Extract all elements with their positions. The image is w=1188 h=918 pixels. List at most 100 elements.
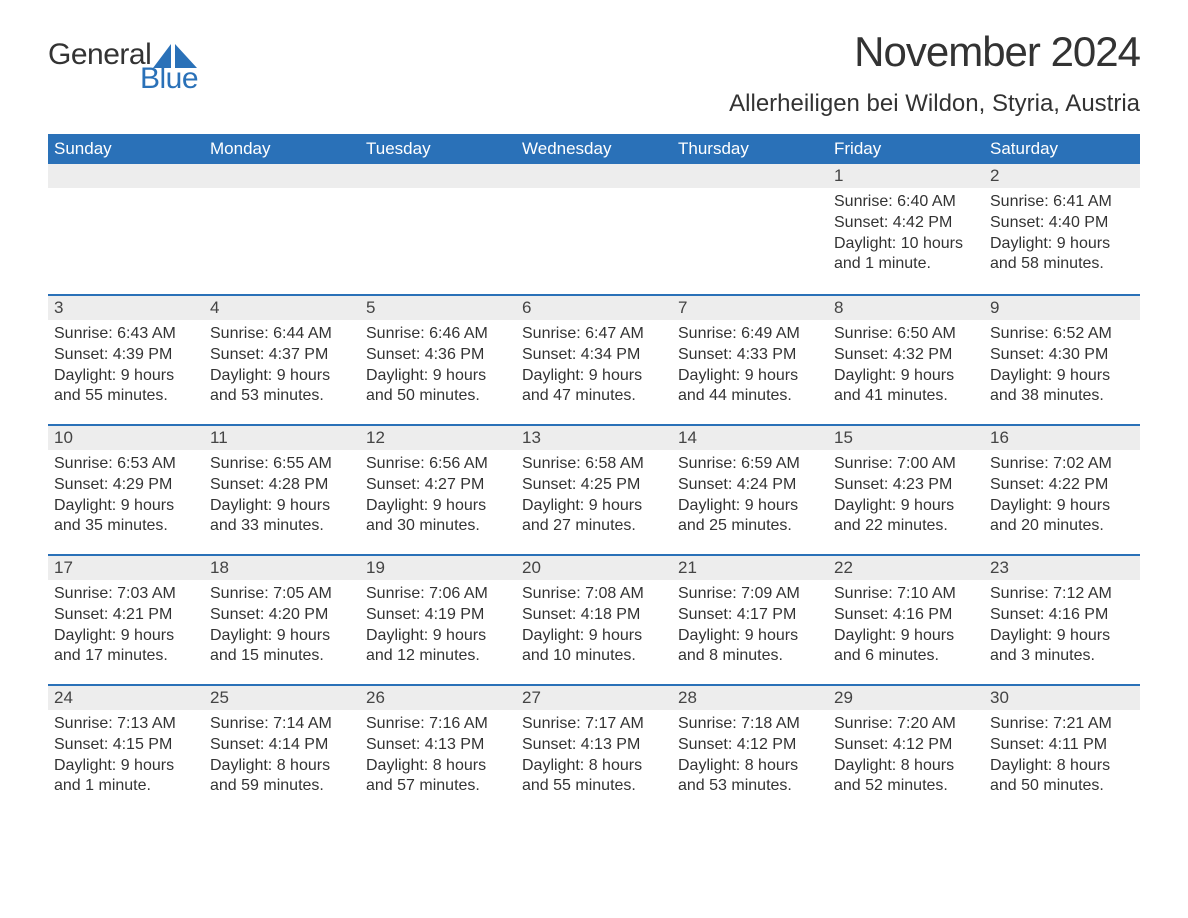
sunrise-text: Sunrise: 6:40 AM <box>834 192 978 213</box>
empty-day-bar <box>204 164 360 188</box>
week-row: 1Sunrise: 6:40 AMSunset: 4:42 PMDaylight… <box>48 164 1140 294</box>
daylight-text: Daylight: 9 hours and 20 minutes. <box>990 496 1134 538</box>
day-body: Sunrise: 7:08 AMSunset: 4:18 PMDaylight:… <box>516 580 672 673</box>
daylight-text: Daylight: 10 hours and 1 minute. <box>834 234 978 276</box>
sunset-text: Sunset: 4:15 PM <box>54 735 198 756</box>
day-body: Sunrise: 6:49 AMSunset: 4:33 PMDaylight:… <box>672 320 828 413</box>
sunrise-text: Sunrise: 7:16 AM <box>366 714 510 735</box>
day-number: 17 <box>48 554 204 580</box>
day-cell: 10Sunrise: 6:53 AMSunset: 4:29 PMDayligh… <box>48 424 204 554</box>
sunrise-text: Sunrise: 7:18 AM <box>678 714 822 735</box>
day-number: 16 <box>984 424 1140 450</box>
day-body: Sunrise: 6:56 AMSunset: 4:27 PMDaylight:… <box>360 450 516 543</box>
day-body: Sunrise: 7:03 AMSunset: 4:21 PMDaylight:… <box>48 580 204 673</box>
day-body: Sunrise: 7:06 AMSunset: 4:19 PMDaylight:… <box>360 580 516 673</box>
day-cell: 6Sunrise: 6:47 AMSunset: 4:34 PMDaylight… <box>516 294 672 424</box>
sunset-text: Sunset: 4:32 PM <box>834 345 978 366</box>
sunset-text: Sunset: 4:13 PM <box>366 735 510 756</box>
week-row: 24Sunrise: 7:13 AMSunset: 4:15 PMDayligh… <box>48 684 1140 814</box>
daylight-text: Daylight: 8 hours and 55 minutes. <box>522 756 666 798</box>
sunset-text: Sunset: 4:19 PM <box>366 605 510 626</box>
sunset-text: Sunset: 4:22 PM <box>990 475 1134 496</box>
day-body: Sunrise: 7:05 AMSunset: 4:20 PMDaylight:… <box>204 580 360 673</box>
day-cell: 18Sunrise: 7:05 AMSunset: 4:20 PMDayligh… <box>204 554 360 684</box>
week-row: 17Sunrise: 7:03 AMSunset: 4:21 PMDayligh… <box>48 554 1140 684</box>
day-cell: 13Sunrise: 6:58 AMSunset: 4:25 PMDayligh… <box>516 424 672 554</box>
day-number: 2 <box>984 164 1140 188</box>
day-body: Sunrise: 6:53 AMSunset: 4:29 PMDaylight:… <box>48 450 204 543</box>
sunrise-text: Sunrise: 6:43 AM <box>54 324 198 345</box>
day-body: Sunrise: 6:41 AMSunset: 4:40 PMDaylight:… <box>984 188 1140 281</box>
day-body: Sunrise: 7:00 AMSunset: 4:23 PMDaylight:… <box>828 450 984 543</box>
week-row: 3Sunrise: 6:43 AMSunset: 4:39 PMDaylight… <box>48 294 1140 424</box>
logo: General Blue <box>48 38 198 96</box>
sunrise-text: Sunrise: 6:59 AM <box>678 454 822 475</box>
day-cell: 25Sunrise: 7:14 AMSunset: 4:14 PMDayligh… <box>204 684 360 814</box>
day-cell: 28Sunrise: 7:18 AMSunset: 4:12 PMDayligh… <box>672 684 828 814</box>
day-number: 25 <box>204 684 360 710</box>
sunrise-text: Sunrise: 6:50 AM <box>834 324 978 345</box>
daylight-text: Daylight: 9 hours and 12 minutes. <box>366 626 510 668</box>
sunset-text: Sunset: 4:33 PM <box>678 345 822 366</box>
page-subtitle: Allerheiligen bei Wildon, Styria, Austri… <box>729 90 1140 118</box>
empty-day-bar <box>48 164 204 188</box>
dow-cell: Saturday <box>984 139 1140 159</box>
day-cell: 27Sunrise: 7:17 AMSunset: 4:13 PMDayligh… <box>516 684 672 814</box>
sunrise-text: Sunrise: 6:46 AM <box>366 324 510 345</box>
day-number: 3 <box>48 294 204 320</box>
daylight-text: Daylight: 9 hours and 41 minutes. <box>834 366 978 408</box>
daylight-text: Daylight: 9 hours and 55 minutes. <box>54 366 198 408</box>
sunrise-text: Sunrise: 7:05 AM <box>210 584 354 605</box>
day-cell: 30Sunrise: 7:21 AMSunset: 4:11 PMDayligh… <box>984 684 1140 814</box>
sunset-text: Sunset: 4:21 PM <box>54 605 198 626</box>
day-body: Sunrise: 6:46 AMSunset: 4:36 PMDaylight:… <box>360 320 516 413</box>
day-cell: 4Sunrise: 6:44 AMSunset: 4:37 PMDaylight… <box>204 294 360 424</box>
daylight-text: Daylight: 9 hours and 53 minutes. <box>210 366 354 408</box>
sunset-text: Sunset: 4:37 PM <box>210 345 354 366</box>
day-body: Sunrise: 7:17 AMSunset: 4:13 PMDaylight:… <box>516 710 672 803</box>
sunrise-text: Sunrise: 6:52 AM <box>990 324 1134 345</box>
dow-cell: Wednesday <box>516 139 672 159</box>
sunrise-text: Sunrise: 6:53 AM <box>54 454 198 475</box>
dow-cell: Tuesday <box>360 139 516 159</box>
daylight-text: Daylight: 9 hours and 44 minutes. <box>678 366 822 408</box>
daylight-text: Daylight: 9 hours and 22 minutes. <box>834 496 978 538</box>
sunset-text: Sunset: 4:23 PM <box>834 475 978 496</box>
dow-cell: Friday <box>828 139 984 159</box>
day-cell: 15Sunrise: 7:00 AMSunset: 4:23 PMDayligh… <box>828 424 984 554</box>
header: General Blue November 2024 Allerheiligen… <box>48 28 1140 118</box>
empty-day-bar <box>516 164 672 188</box>
day-number: 20 <box>516 554 672 580</box>
sunset-text: Sunset: 4:12 PM <box>678 735 822 756</box>
title-block: November 2024 Allerheiligen bei Wildon, … <box>729 28 1140 118</box>
day-number: 8 <box>828 294 984 320</box>
week-row: 10Sunrise: 6:53 AMSunset: 4:29 PMDayligh… <box>48 424 1140 554</box>
day-body: Sunrise: 6:40 AMSunset: 4:42 PMDaylight:… <box>828 188 984 281</box>
daylight-text: Daylight: 8 hours and 52 minutes. <box>834 756 978 798</box>
daylight-text: Daylight: 9 hours and 30 minutes. <box>366 496 510 538</box>
day-cell: 22Sunrise: 7:10 AMSunset: 4:16 PMDayligh… <box>828 554 984 684</box>
day-body: Sunrise: 6:59 AMSunset: 4:24 PMDaylight:… <box>672 450 828 543</box>
sunset-text: Sunset: 4:39 PM <box>54 345 198 366</box>
day-number: 14 <box>672 424 828 450</box>
day-body: Sunrise: 7:13 AMSunset: 4:15 PMDaylight:… <box>48 710 204 803</box>
calendar-weeks: 1Sunrise: 6:40 AMSunset: 4:42 PMDaylight… <box>48 164 1140 814</box>
sunset-text: Sunset: 4:16 PM <box>834 605 978 626</box>
day-body: Sunrise: 6:44 AMSunset: 4:37 PMDaylight:… <box>204 320 360 413</box>
empty-day-bar <box>672 164 828 188</box>
day-cell <box>360 164 516 294</box>
sunset-text: Sunset: 4:16 PM <box>990 605 1134 626</box>
daylight-text: Daylight: 9 hours and 10 minutes. <box>522 626 666 668</box>
sunrise-text: Sunrise: 7:02 AM <box>990 454 1134 475</box>
day-cell <box>516 164 672 294</box>
sunset-text: Sunset: 4:11 PM <box>990 735 1134 756</box>
day-body: Sunrise: 6:47 AMSunset: 4:34 PMDaylight:… <box>516 320 672 413</box>
daylight-text: Daylight: 8 hours and 57 minutes. <box>366 756 510 798</box>
daylight-text: Daylight: 9 hours and 8 minutes. <box>678 626 822 668</box>
sunrise-text: Sunrise: 7:09 AM <box>678 584 822 605</box>
day-number: 23 <box>984 554 1140 580</box>
day-number: 5 <box>360 294 516 320</box>
day-number: 11 <box>204 424 360 450</box>
daylight-text: Daylight: 9 hours and 47 minutes. <box>522 366 666 408</box>
day-number: 13 <box>516 424 672 450</box>
